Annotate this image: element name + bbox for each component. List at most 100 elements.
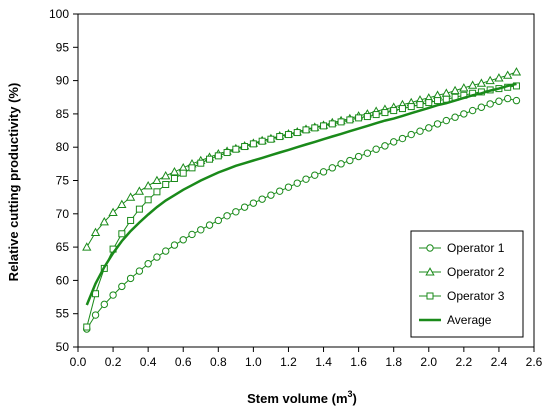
data-point-operator-1	[232, 208, 240, 216]
data-point-operator-1	[503, 94, 512, 103]
data-point-operator-2	[82, 242, 92, 251]
data-point-operator-2	[152, 175, 162, 185]
data-point-operator-3	[241, 143, 249, 151]
series-operator-1	[83, 94, 521, 333]
data-point-operator-3	[127, 216, 135, 224]
data-point-operator-1	[258, 195, 266, 203]
legend-label-operator-2: Operator 2	[447, 265, 505, 279]
legend: Operator 1 Operator 2 Operator 3 Average	[410, 230, 524, 338]
x-axis-label-text: Stem volume (m	[247, 391, 347, 406]
y-tick-label: 100	[49, 7, 69, 21]
data-point-operator-3	[372, 111, 380, 119]
data-point-operator-1	[425, 124, 433, 132]
data-point-operator-1	[381, 142, 389, 150]
x-tick-label: 0.6	[175, 355, 192, 369]
x-tick-label: 0.8	[210, 355, 227, 369]
data-point-operator-3	[355, 114, 363, 122]
y-tick-label: 80	[56, 140, 70, 154]
data-point-operator-1	[284, 183, 293, 191]
series-operator-3	[83, 82, 520, 331]
data-point-operator-1	[91, 311, 100, 319]
data-point-operator-3	[390, 107, 398, 115]
data-point-operator-3	[249, 140, 257, 148]
legend-marker-operator-1	[426, 244, 434, 252]
data-point-operator-1	[416, 127, 424, 135]
data-point-operator-2	[169, 167, 180, 176]
x-tick-label: 1.4	[315, 355, 332, 369]
series-average	[85, 82, 517, 306]
data-point-operator-2	[134, 186, 145, 195]
data-point-operator-3	[276, 133, 284, 141]
y-tick-label: 95	[56, 40, 70, 54]
x-tick-label: 2.6	[526, 355, 543, 369]
data-point-operator-3	[311, 124, 319, 132]
data-point-operator-1	[197, 226, 205, 234]
x-tick-label: 0.2	[105, 355, 122, 369]
data-point-operator-3	[407, 103, 415, 111]
data-point-operator-1	[153, 253, 161, 261]
series-layer	[82, 67, 522, 333]
y-tick-label: 70	[56, 207, 70, 221]
y-tick-label: 60	[56, 273, 70, 287]
legend-marker-operator-3	[426, 292, 434, 300]
data-point-operator-3	[416, 101, 424, 109]
data-point-operator-3	[363, 113, 371, 121]
data-point-operator-3	[434, 97, 442, 105]
data-point-operator-3	[223, 149, 231, 157]
data-point-operator-1	[363, 149, 372, 157]
x-tick-label: 1.8	[385, 355, 402, 369]
data-point-operator-3	[197, 159, 205, 167]
data-point-operator-1	[109, 291, 117, 299]
data-point-operator-1	[442, 116, 451, 125]
data-point-operator-1	[389, 138, 398, 146]
legend-label-average: Average	[447, 313, 492, 327]
data-point-operator-1	[372, 145, 380, 153]
data-point-operator-3	[144, 196, 152, 204]
data-point-operator-3	[206, 155, 214, 163]
x-tick-label: 2.2	[456, 355, 473, 369]
x-axis-label: Stem volume (m3)	[247, 389, 357, 406]
data-point-operator-3	[337, 118, 345, 126]
data-point-operator-2	[467, 80, 478, 89]
y-tick-label: 75	[56, 174, 70, 188]
legend-label-operator-1: Operator 1	[447, 241, 505, 255]
data-point-operator-1	[460, 110, 468, 118]
data-point-operator-3	[135, 205, 143, 213]
y-tick-label: 55	[56, 307, 70, 321]
data-point-operator-1	[407, 130, 415, 139]
data-point-operator-1	[205, 221, 214, 229]
x-tick-label: 0.4	[140, 355, 157, 369]
data-point-operator-2	[90, 227, 101, 236]
axis-ticks: 0.0 0.2 0.4 0.6 0.8 1.0 1.2 1.4 1.6 1.8 2.0 2.2 2.4 2…	[49, 7, 543, 369]
data-point-operator-1	[302, 175, 310, 183]
data-point-operator-1	[100, 300, 109, 309]
data-point-operator-3	[284, 131, 292, 139]
data-point-operator-3	[302, 126, 310, 134]
data-point-operator-2	[143, 180, 153, 190]
y-axis-label: Relative cutting productivity (%)	[6, 83, 21, 282]
data-point-operator-2	[450, 85, 460, 95]
data-point-operator-3	[118, 230, 126, 238]
data-point-operator-1	[170, 241, 179, 249]
data-point-operator-2	[511, 67, 522, 76]
data-point-operator-1	[328, 164, 337, 172]
data-point-operator-1	[468, 106, 477, 115]
data-point-operator-1	[293, 179, 301, 187]
data-point-operator-1	[275, 187, 284, 195]
data-point-operator-1	[249, 199, 258, 207]
data-point-operator-1	[179, 236, 187, 244]
data-point-operator-1	[126, 274, 135, 283]
data-point-operator-3	[425, 99, 433, 107]
x-axis-label-close: )	[353, 391, 357, 406]
data-point-operator-1	[451, 113, 459, 121]
data-point-operator-1	[240, 203, 249, 211]
data-point-operator-2	[99, 216, 109, 226]
data-point-operator-1	[433, 120, 442, 128]
data-point-operator-2	[459, 83, 469, 92]
data-point-operator-1	[267, 191, 275, 199]
legend-marker-operator-2	[425, 267, 435, 276]
x-tick-label: 1.0	[245, 355, 262, 369]
data-point-operator-1	[135, 267, 144, 275]
data-point-operator-3	[267, 135, 275, 143]
